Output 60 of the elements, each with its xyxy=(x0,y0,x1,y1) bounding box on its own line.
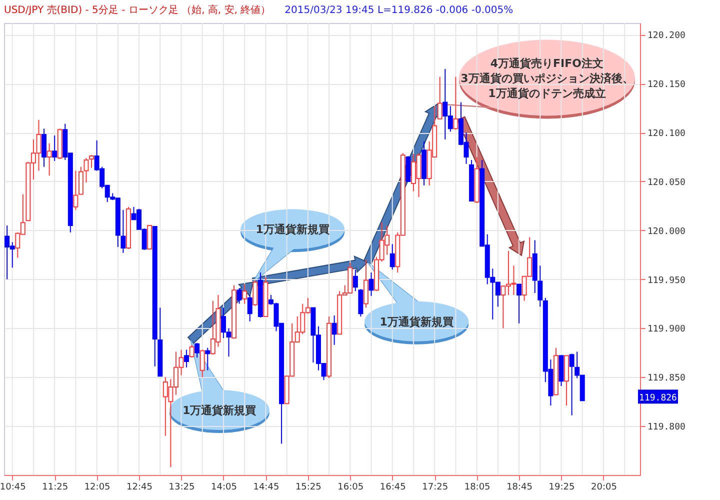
candlestick xyxy=(332,315,337,346)
candlestick xyxy=(352,269,358,292)
candlestick xyxy=(252,280,258,306)
x-tick-label: 11:25 xyxy=(42,482,68,492)
y-tick-label: 120.050 xyxy=(648,178,686,188)
x-tick-label: 16:45 xyxy=(380,482,406,492)
candlestick xyxy=(358,288,364,318)
candlestick xyxy=(184,349,190,368)
candlestick xyxy=(242,284,248,304)
y-tick-label: 120.000 xyxy=(648,226,686,237)
candlestick xyxy=(52,135,58,162)
candlestick xyxy=(73,170,78,210)
y-tick-label: 119.800 xyxy=(648,422,686,433)
candlestick xyxy=(236,288,242,304)
candlestick xyxy=(437,76,442,120)
candlestick xyxy=(194,342,200,358)
candlestick xyxy=(453,76,458,130)
chart-title: USD/JPY 売(BID) - 5分足 - ローソク足 （始, 高, 安, 終値） xyxy=(4,5,271,16)
annotation: 1万通貨新規買 xyxy=(182,404,256,417)
x-tick-label: 20:05 xyxy=(591,482,617,492)
candlestick xyxy=(46,142,52,176)
candlestick xyxy=(78,166,84,195)
candlestick xyxy=(189,344,194,358)
x-tick-label: 15:25 xyxy=(295,482,322,492)
candlestick xyxy=(516,284,522,324)
x-tick-label: 12:05 xyxy=(84,482,110,492)
y-tick-label: 120.150 xyxy=(648,80,686,90)
candlestick xyxy=(538,265,543,308)
x-tick-label: 18:05 xyxy=(464,482,490,492)
candlestick xyxy=(368,272,374,296)
x-tick-label: 19:25 xyxy=(548,482,575,492)
candlestick xyxy=(569,353,574,416)
y-tick-label: 120.100 xyxy=(648,129,686,140)
x-tick-label: 14:45 xyxy=(253,482,280,492)
y-tick-label: 119.850 xyxy=(648,374,686,384)
chart-subtitle: 2015/03/23 19:45 L=119.826 -0.006 -0.005% xyxy=(284,5,514,16)
annotation: 4万通貨売りFIFO注文 3万通貨の買いポジション決済後、 1万通貨のドテン売成立 xyxy=(460,56,634,100)
x-tick-label: 14:05 xyxy=(211,482,237,492)
candlestick xyxy=(390,244,395,270)
x-tick-label: 13:25 xyxy=(168,482,195,492)
y-tick-label: 119.900 xyxy=(648,324,686,335)
x-tick-label: 10:45 xyxy=(0,482,26,492)
y-tick-label: 120.200 xyxy=(648,31,686,42)
candlestick xyxy=(42,128,47,168)
candlestick xyxy=(84,158,89,183)
annotation: 1万通貨新規買 xyxy=(380,315,454,328)
candlestick xyxy=(200,349,205,378)
candlestick xyxy=(147,225,152,250)
candlestick xyxy=(205,347,210,371)
candlestick xyxy=(363,259,368,308)
candlestick xyxy=(89,154,94,168)
x-tick-label: 16:05 xyxy=(338,482,364,492)
annotation: 119.826 xyxy=(639,394,677,404)
x-tick-label: 12:45 xyxy=(126,482,152,492)
candlestick xyxy=(247,294,252,322)
x-tick-label: 18:45 xyxy=(506,482,532,492)
y-tick-label: 119.950 xyxy=(648,276,686,286)
x-tick-label: 17:25 xyxy=(422,482,448,492)
annotation: 1万通貨新規買 xyxy=(256,223,330,236)
candlestick xyxy=(120,209,126,254)
